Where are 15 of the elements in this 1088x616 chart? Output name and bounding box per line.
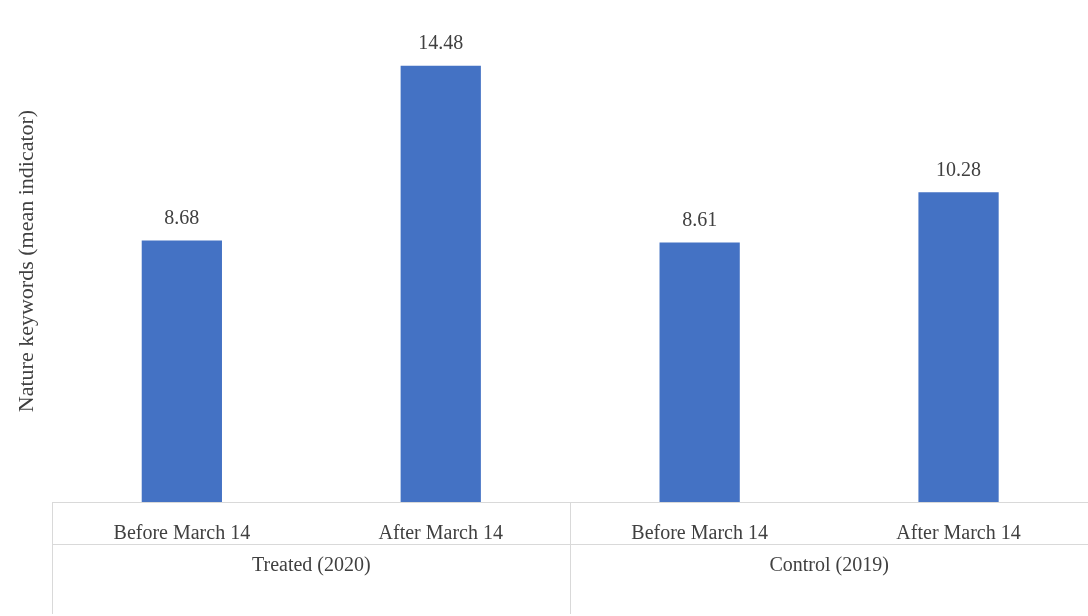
bar [659,242,740,502]
data-label: 8.68 [164,205,200,228]
bar [141,240,222,502]
y-axis-title: Nature keywords (mean indicator) [12,109,38,413]
x-tick-label: Before March 14 [113,521,251,544]
text: Control (2019) [769,553,889,577]
data-label: 14.48 [418,31,464,54]
x-tick-label: After March 14 [378,521,503,544]
text: Treated (2020) [251,553,371,577]
x-tick-label: After March 14 [896,521,1021,544]
data-label: 8.61 [682,207,718,230]
bar [918,192,999,502]
x-tick-label: Before March 14 [631,521,768,544]
bar [400,65,481,502]
data-label: 10.28 [936,157,982,180]
